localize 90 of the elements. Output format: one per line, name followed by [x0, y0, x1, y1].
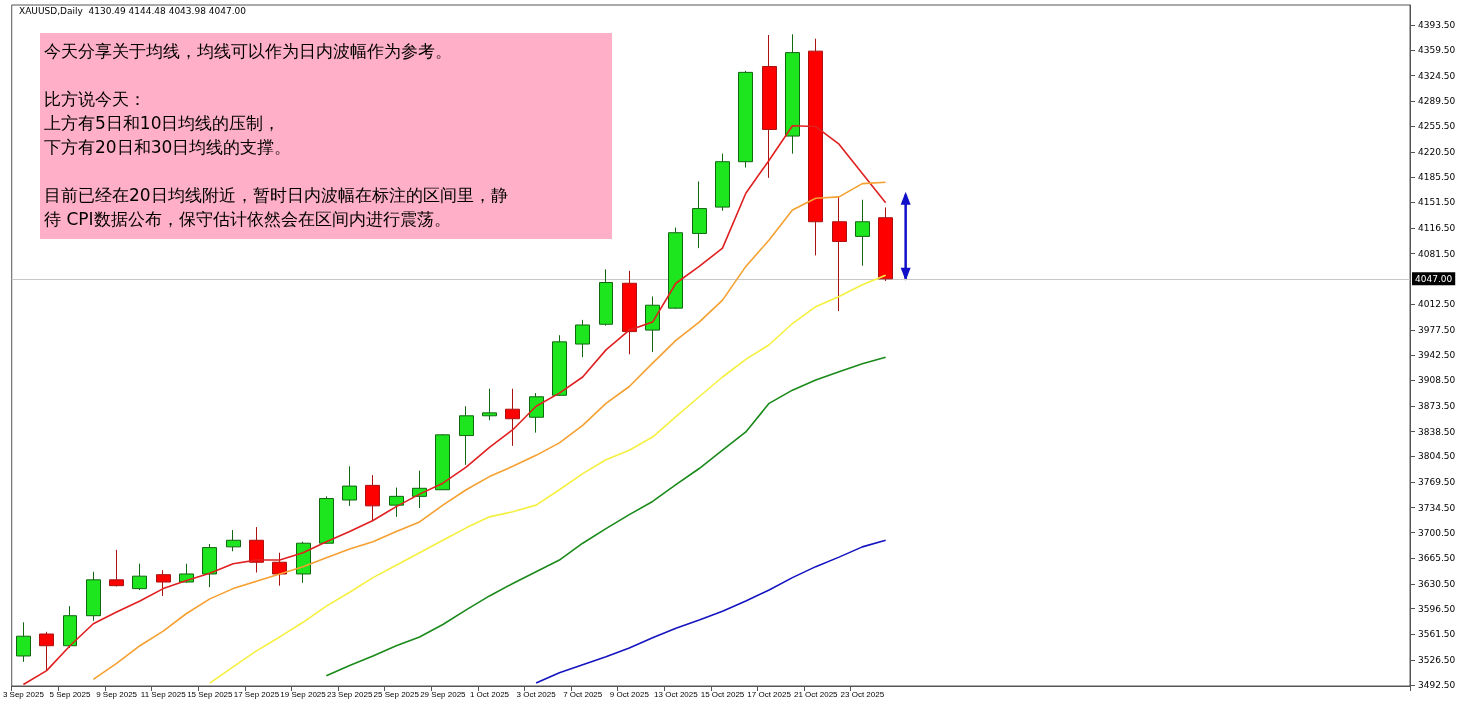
line-series	[209, 274, 887, 684]
x-tick-label: 1 Oct 2025	[469, 689, 510, 699]
candlestick	[692, 180, 707, 249]
candlestick	[249, 526, 264, 573]
x-tick-label: 3 Oct 2025	[516, 689, 557, 699]
candlestick	[622, 270, 637, 355]
line-series	[535, 539, 887, 684]
candlestick	[482, 388, 497, 421]
candlestick	[16, 621, 31, 663]
x-tick-label: 17 Sep 2025	[233, 689, 280, 699]
x-tick-label: 7 Oct 2025	[563, 689, 603, 699]
candlestick	[645, 295, 660, 353]
y-tick-label: 3769.50	[1418, 477, 1456, 488]
y-tick-label: 4324.50	[1418, 70, 1456, 81]
candlestick	[132, 563, 147, 591]
x-tick-label: 17 Oct 2025	[747, 689, 792, 699]
candlestick	[599, 268, 613, 327]
candlestick	[855, 199, 870, 267]
candlestick	[529, 392, 544, 434]
candlestick	[86, 571, 101, 622]
y-tick-label: 3700.50	[1418, 527, 1456, 538]
x-tick-label: 15 Sep 2025	[187, 689, 234, 699]
x-tick-label: 23 Sep 2025	[326, 689, 373, 699]
x-tick-label: 13 Oct 2025	[654, 689, 699, 699]
annotation: 今天分享关于均线，均线可以作为日内波幅作为参考。	[44, 40, 453, 63]
candlestick	[319, 495, 334, 545]
y-tick-label: 4081.50	[1418, 248, 1456, 259]
y-tick-label: 3873.50	[1418, 400, 1456, 411]
candlestick	[156, 569, 171, 597]
candlestick	[272, 552, 287, 587]
candlestick	[738, 70, 753, 169]
candlestick	[63, 605, 77, 649]
y-tick-label: 4289.50	[1418, 96, 1456, 107]
annotation: 比方说今天：	[44, 88, 147, 111]
ref-line-label: 4047.00	[1415, 273, 1453, 284]
candlestick	[365, 474, 380, 522]
candlestick	[575, 319, 590, 358]
line-series	[325, 356, 887, 677]
x-tick-label: 11 Sep 2025	[140, 689, 187, 699]
y-tick-label: 3561.50	[1418, 629, 1456, 640]
candlestick	[459, 405, 474, 466]
x-tick-label: 21 Oct 2025	[793, 689, 839, 699]
candlestick	[785, 33, 800, 155]
y-tick-label: 3596.50	[1418, 603, 1456, 614]
candlestick	[342, 465, 357, 507]
candlestick	[109, 549, 124, 587]
y-tick-label: 4255.50	[1418, 121, 1456, 132]
x-tick-label: 19 Sep 2025	[280, 689, 327, 699]
candlestick	[832, 196, 847, 312]
candlestick	[505, 388, 520, 447]
y-tick-label: 3665.50	[1418, 553, 1456, 564]
candlestick	[762, 34, 777, 179]
x-tick-label: 9 Sep 2025	[96, 689, 138, 699]
candlestick	[715, 153, 730, 212]
y-tick-label: 3492.50	[1418, 679, 1456, 690]
y-tick-label: 3908.50	[1418, 375, 1456, 386]
candlestick	[878, 206, 893, 282]
y-tick-label: 3734.50	[1418, 502, 1456, 513]
y-tick-label: 3942.50	[1418, 350, 1456, 361]
y-tick-label: 4151.50	[1418, 197, 1456, 208]
y-tick-label: 3977.50	[1418, 324, 1456, 335]
x-tick-label: 9 Oct 2025	[609, 689, 650, 699]
y-tick-label: 3526.50	[1418, 655, 1456, 665]
y-tick-label: 4116.50	[1418, 222, 1456, 233]
x-tick-label: 29 Sep 2025	[420, 689, 467, 699]
x-tick-label: 25 Sep 2025	[373, 689, 420, 699]
candlestick	[435, 433, 450, 491]
y-tick-label: 4012.50	[1418, 299, 1456, 310]
y-tick-label: 3630.50	[1418, 578, 1456, 589]
candlestick	[226, 529, 241, 552]
annotation: 目前已经在20日均线附近，暂时日内波幅在标注的区间里，静待 CPI数据公布，保守估计依然会在区间内进行震荡。	[44, 184, 509, 231]
y-tick-label: 3838.50	[1418, 426, 1456, 437]
x-tick-label: 3 Sep 2025	[2, 689, 45, 699]
chart-title: XAUUSD,Daily 4130.49 4144.48 4043.98 4047.00	[19, 5, 247, 16]
candlestick	[808, 38, 823, 256]
y-tick-label: 4185.50	[1418, 172, 1456, 183]
candlestick	[552, 334, 567, 397]
annotation: 上方有5日和10日均线的压制，	[44, 112, 282, 135]
x-tick-label: 23 Oct 2025	[840, 689, 885, 699]
y-tick-label: 4220.50	[1418, 146, 1456, 157]
y-tick-label: 3804.50	[1418, 451, 1456, 462]
y-tick-label: 4393.50	[1418, 20, 1456, 31]
y-tick-label: 4359.50	[1418, 45, 1456, 56]
x-tick-label: 15 Oct 2025	[700, 689, 745, 699]
candlestick	[202, 543, 217, 588]
annotation: 下方有20日和30日均线的支撑。	[44, 136, 293, 159]
candlestick	[39, 631, 54, 672]
x-tick-label: 5 Sep 2025	[49, 689, 91, 699]
candlestick	[389, 487, 404, 518]
candlestick	[668, 227, 683, 310]
